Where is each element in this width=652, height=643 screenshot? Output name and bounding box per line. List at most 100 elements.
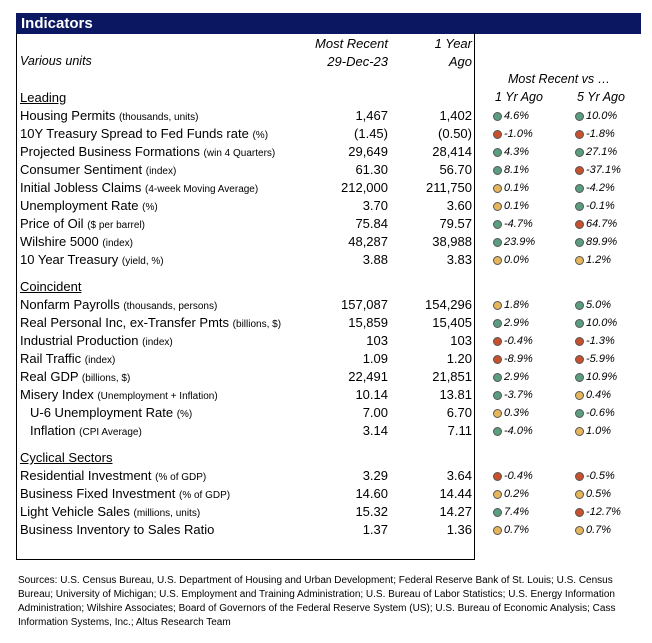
status-dot — [493, 301, 502, 310]
change-yr5: -0.1% — [586, 200, 615, 212]
row-label: 10 Year Treasury (yield, %) — [20, 252, 164, 267]
unit: (index) — [84, 355, 116, 366]
change-yr5: -37.1% — [586, 164, 621, 176]
change-yr1: 0.7% — [504, 524, 530, 536]
change-yr1: 4.6% — [504, 110, 530, 122]
label-text: 10 Year Treasury — [20, 252, 119, 267]
section-header: Coincident — [20, 279, 82, 294]
change-yr5: -4.2% — [586, 182, 615, 194]
most-recent: 75.84 — [355, 216, 388, 231]
change-yr5: 89.9% — [586, 236, 618, 248]
year-ago: 1,402 — [439, 108, 472, 123]
label-text: Inflation — [30, 423, 76, 438]
ago-header: Ago — [448, 54, 472, 69]
unit: (% of GDP) — [178, 490, 231, 501]
year-ago: 28,414 — [432, 144, 472, 159]
row-label: Industrial Production (index) — [20, 333, 173, 348]
status-dot — [575, 373, 584, 382]
change-yr1: 0.0% — [504, 254, 530, 266]
year-ago: 1.36 — [446, 522, 472, 537]
status-dot — [575, 490, 584, 499]
year-ago: 3.60 — [446, 198, 472, 213]
change-yr5: -1.3% — [586, 335, 615, 347]
change-yr5: -5.9% — [586, 353, 615, 365]
status-dot — [493, 112, 502, 121]
row-label: Light Vehicle Sales (millions, units) — [20, 504, 200, 519]
year-ago: 1.20 — [446, 351, 472, 366]
yr5-header: 5 Yr Ago — [577, 90, 625, 104]
status-dot — [575, 319, 584, 328]
sources: Sources: U.S. Census Bureau, U.S. Depart… — [18, 575, 616, 628]
title: Indicators — [16, 13, 641, 34]
change-yr1: -4.0% — [504, 425, 533, 437]
label-text: U-6 Unemployment Rate — [30, 405, 174, 420]
year-ago: 154,296 — [425, 297, 472, 312]
most-recent: 10.14 — [355, 387, 388, 402]
change-yr1: -0.4% — [504, 335, 533, 347]
change-yr1: 7.4% — [504, 506, 530, 518]
status-dot — [575, 508, 584, 517]
recent-date: 29-Dec-23 — [327, 54, 388, 69]
row-label: Real Personal Inc, ex-Transfer Pmts (bil… — [20, 315, 281, 330]
unit: (index) — [102, 238, 133, 249]
year-ago: 3.64 — [446, 468, 472, 483]
change-yr1: 2.9% — [504, 317, 530, 329]
status-dot — [575, 337, 584, 346]
status-dot — [493, 373, 502, 382]
label-text: Real Personal Inc, ex-Transfer Pmts — [20, 315, 230, 330]
change-yr1: 23.9% — [504, 236, 536, 248]
year-ago: 7.11 — [447, 423, 472, 438]
change-yr5: 1.2% — [586, 254, 612, 266]
change-yr5: 10.0% — [586, 317, 618, 329]
change-yr5: 0.7% — [586, 524, 612, 536]
row-label: Misery Index (Unemployment + Inflation) — [20, 387, 218, 402]
year-ago: 21,851 — [432, 369, 472, 384]
most-recent: 14.60 — [355, 486, 388, 501]
change-yr1: 0.3% — [504, 407, 530, 419]
status-dot — [493, 202, 502, 211]
status-dot — [493, 184, 502, 193]
year-ago: 14.44 — [439, 486, 472, 501]
row-label: Real GDP (billions, $) — [20, 369, 130, 384]
label-text: Industrial Production — [20, 333, 139, 348]
status-dot — [493, 508, 502, 517]
status-dot — [493, 319, 502, 328]
status-dot — [575, 202, 584, 211]
change-yr1: 0.2% — [504, 488, 530, 500]
status-dot — [575, 301, 584, 310]
unit: (%) — [142, 202, 158, 213]
row-label: Unemployment Rate (%) — [20, 198, 158, 213]
year-ago: 6.70 — [446, 405, 472, 420]
unit: (millions, units) — [133, 508, 201, 519]
status-dot — [493, 391, 502, 400]
status-dot — [575, 526, 584, 535]
status-dot — [575, 238, 584, 247]
label-text: Initial Jobless Claims — [20, 180, 142, 195]
label-text: Business Fixed Investment — [20, 486, 176, 501]
row-label: Rail Traffic (index) — [20, 351, 115, 366]
year-ago: 3.83 — [446, 252, 472, 267]
status-dot — [575, 112, 584, 121]
change-yr1: -0.4% — [504, 470, 533, 482]
change-yr1: -4.7% — [504, 218, 533, 230]
unit: (% of GDP) — [155, 472, 207, 483]
status-dot — [493, 148, 502, 157]
status-dot — [575, 472, 584, 481]
status-dot — [493, 409, 502, 418]
change-yr1: 4.3% — [504, 146, 530, 158]
unit: (index) — [142, 337, 173, 348]
most-recent: 22,491 — [348, 369, 388, 384]
unit: (win 4 Quarters) — [203, 148, 276, 159]
row-label: Nonfarm Payrolls (thousands, persons) — [20, 297, 217, 312]
row-label: Business Fixed Investment (% of GDP) — [20, 486, 230, 501]
year-ago: 14.27 — [439, 504, 472, 519]
status-dot — [575, 391, 584, 400]
year-ago: 211,750 — [425, 180, 472, 195]
status-dot — [493, 166, 502, 175]
table-border — [16, 33, 475, 560]
row-label: 10Y Treasury Spread to Fed Funds rate (%… — [20, 126, 268, 141]
most-recent: 3.14 — [362, 423, 388, 438]
label-text: Price of Oil — [20, 216, 84, 231]
unit: (%) — [252, 130, 269, 141]
